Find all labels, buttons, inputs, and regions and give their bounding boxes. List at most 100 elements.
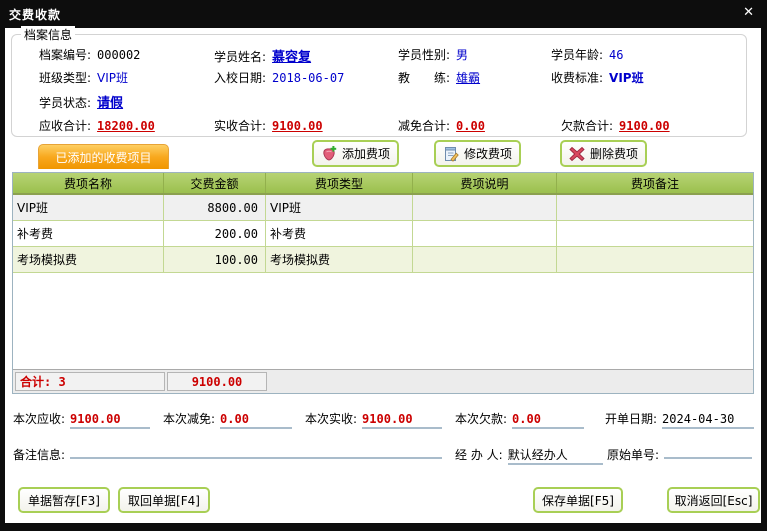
cell-fee-type: VIP班 [266,195,413,221]
cell-fee-name: 考场模拟费 [13,247,164,273]
cell-fee-name: 补考费 [13,221,164,247]
class-type-label: 班级类型: [39,71,92,85]
add-fee-label: 添加费项 [341,147,390,161]
cell-fee-desc [413,195,557,221]
receivable-total-field: 应收合计: 18200.00 [39,117,155,134]
edit-icon [444,146,459,162]
age-label: 学员年龄: [551,48,604,62]
header-fee-note[interactable]: 费项备注 [630,176,679,191]
table-row[interactable]: VIP班 8800.00 VIP班 [13,195,753,221]
gender-value: 男 [456,48,469,62]
gender-label: 学员性别: [398,48,451,62]
receivable-total-label: 应收合计: [39,119,92,133]
add-fee-button[interactable]: 添加费项 [312,140,399,167]
arrears-total-label: 欠款合计: [561,119,614,133]
edit-fee-button[interactable]: 修改费项 [434,140,521,167]
archive-no-field: 档案编号: 000002 [39,46,140,63]
discount-total-label: 减免合计: [398,119,451,133]
receivable-total-value: 18200.00 [97,119,155,133]
current-receivable-input[interactable]: 9100.00 [70,412,151,429]
save-bill-button[interactable]: 保存单据[F5] [533,487,623,513]
table-row[interactable]: 补考费 200.00 补考费 [13,221,753,247]
received-total-value: 9100.00 [272,119,323,133]
operator-input[interactable]: 默认经办人 [507,448,603,465]
received-total-field: 实收合计: 9100.00 [214,117,323,134]
arrears-total-field: 欠款合计: 9100.00 [561,117,670,134]
received-total-label: 实收合计: [214,119,267,133]
current-received-label: 本次实收: [305,412,358,426]
cancel-return-button[interactable]: 取消返回[Esc] [667,487,760,513]
cell-fee-amount: 8800.00 [164,195,266,221]
original-bill-no-label: 原始单号: [607,448,660,462]
student-name-field: 学员姓名: 慕容复 [214,46,311,65]
groupbox-title: 档案信息 [21,26,76,43]
titlebar[interactable]: 交费收款 ✕ [0,0,767,28]
operator-field: 经 办 人: 默认经办人 [455,446,603,465]
current-arrears-field: 本次欠款: 0.00 [455,410,585,429]
student-name-label: 学员姓名: [214,50,267,64]
student-status-field: 学员状态: 请假 [39,92,123,111]
delete-fee-label: 删除费项 [589,147,638,161]
fee-standard-label: 收费标准: [551,71,604,85]
archive-no-label: 档案编号: [39,48,92,62]
header-fee-amount[interactable]: 交费金额 [164,173,266,193]
bill-date-field: 开单日期: 2024-04-30 [605,410,755,429]
original-bill-no-field: 原始单号: [607,446,753,463]
class-type-field: 班级类型: VIP班 [39,69,128,86]
gender-field: 学员性别: 男 [398,46,468,63]
edit-fee-label: 修改费项 [463,147,512,161]
total-amount: 9100.00 [167,372,267,391]
cell-fee-note [557,195,753,221]
table-total-row: 合计: 3 9100.00 [13,369,753,393]
discount-total-field: 减免合计: 0.00 [398,117,485,134]
original-bill-no-input[interactable] [664,457,753,459]
current-received-input[interactable]: 9100.00 [362,412,443,429]
cell-fee-note [557,247,753,273]
coach-link[interactable]: 雄霸 [456,71,481,85]
cell-fee-desc [413,221,557,247]
profile-groupbox: 档案信息 档案编号: 000002 学员姓名: 慕容复 学员性别: 男 学员年龄… [11,26,747,137]
enroll-date-value: 2018-06-07 [272,71,345,85]
table-header-row: 费项名称 交费金额 费项类型 费项说明 费项备注 [13,173,753,195]
current-received-field: 本次实收: 9100.00 [305,410,443,429]
enroll-date-label: 入校日期: [214,71,267,85]
age-field: 学员年龄: 46 [551,46,624,63]
header-fee-type[interactable]: 费项类型 [266,173,413,193]
total-count: 合计: 3 [15,372,165,391]
coach-label: 教 练: [398,71,451,85]
table-row[interactable]: 考场模拟费 100.00 考场模拟费 [13,247,753,273]
student-status-link[interactable]: 请假 [97,96,124,111]
archive-no-value: 000002 [97,48,141,62]
close-icon[interactable]: ✕ [743,5,754,20]
cell-fee-note [557,221,753,247]
bill-date-input[interactable]: 2024-04-30 [662,412,755,429]
class-type-value: VIP班 [97,71,129,85]
student-name-link[interactable]: 慕容复 [272,50,312,65]
fee-standard-field: 收费标准: VIP班 [551,69,644,86]
header-fee-name[interactable]: 费项名称 [13,173,164,193]
operator-label: 经 办 人: [455,448,503,462]
delete-fee-button[interactable]: 删除费项 [560,140,647,167]
remark-input[interactable] [70,457,443,459]
coach-field: 教 练: 雄霸 [398,69,480,86]
age-value: 46 [609,48,624,62]
remark-field: 备注信息: [13,446,443,463]
current-receivable-field: 本次应收: 9100.00 [13,410,151,429]
remark-label: 备注信息: [13,448,66,462]
fee-items-table: 费项名称 交费金额 费项类型 费项说明 费项备注 VIP班 8800.00 VI… [12,172,754,394]
current-arrears-label: 本次欠款: [455,412,508,426]
current-discount-input[interactable]: 0.00 [220,412,293,429]
window-title: 交费收款 [9,7,62,22]
fee-standard-value: VIP班 [609,71,644,85]
current-arrears-input[interactable]: 0.00 [512,412,585,429]
temp-save-button[interactable]: 单据暂存[F3] [18,487,110,513]
retrieve-bill-button[interactable]: 取回单据[F4] [118,487,210,513]
header-fee-desc[interactable]: 费项说明 [413,173,557,193]
added-fee-items-tab[interactable]: 已添加的收费项目 [38,144,169,169]
cell-fee-amount: 100.00 [164,247,266,273]
add-icon [323,145,337,161]
delete-icon [569,146,585,161]
window-content: 档案信息 档案编号: 000002 学员姓名: 慕容复 学员性别: 男 学员年龄… [5,26,761,523]
cell-fee-desc [413,247,557,273]
